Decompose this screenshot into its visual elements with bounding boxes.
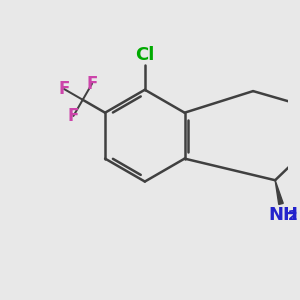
Text: F: F [68,107,79,125]
Text: 2: 2 [288,209,298,223]
Text: Cl: Cl [135,46,154,64]
Polygon shape [275,180,283,204]
Text: F: F [86,75,98,93]
Text: F: F [58,80,70,98]
Text: NH: NH [268,206,298,224]
